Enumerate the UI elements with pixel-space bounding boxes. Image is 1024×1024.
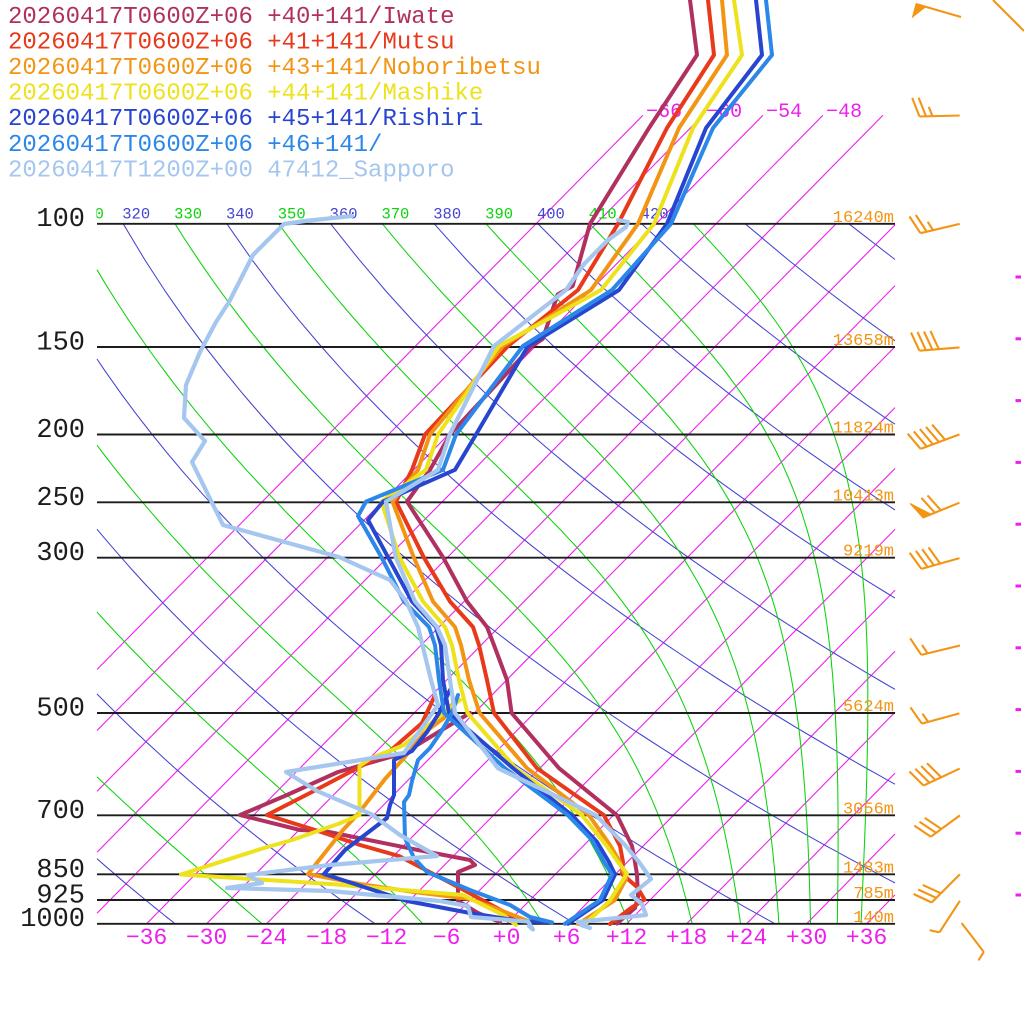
- svg-text:380: 380: [433, 206, 461, 224]
- svg-text:20260417T0600Z+06 +46+141/: 20260417T0600Z+06 +46+141/: [8, 132, 382, 159]
- svg-text:−24: −24: [246, 925, 287, 951]
- svg-text:300: 300: [36, 539, 85, 569]
- svg-text:370: 370: [381, 206, 409, 224]
- svg-text:410: 410: [589, 206, 617, 224]
- svg-text:400: 400: [537, 206, 565, 224]
- svg-text:10413m: 10413m: [833, 487, 894, 506]
- svg-text:320: 320: [122, 206, 150, 224]
- svg-text:925: 925: [36, 882, 85, 912]
- svg-text:+6: +6: [553, 925, 581, 951]
- svg-text:5624m: 5624m: [843, 698, 894, 717]
- svg-text:310: 310: [76, 206, 104, 224]
- svg-text:20260417T0600Z+06 +43+141/Nobo: 20260417T0600Z+06 +43+141/Noboribetsu: [8, 55, 541, 82]
- svg-text:200: 200: [36, 416, 85, 446]
- svg-text:850: 850: [36, 856, 85, 886]
- svg-text:20260417T0600Z+06 +40+141/Iwat: 20260417T0600Z+06 +40+141/Iwate: [8, 4, 454, 31]
- svg-text:−48: −48: [826, 101, 862, 124]
- svg-text:+18: +18: [666, 925, 707, 951]
- svg-text:3056m: 3056m: [843, 800, 894, 819]
- svg-text:−36: −36: [126, 925, 167, 951]
- svg-text:330: 330: [174, 206, 202, 224]
- svg-text:150: 150: [36, 329, 85, 359]
- svg-text:−54: −54: [766, 101, 802, 124]
- svg-text:390: 390: [485, 206, 513, 224]
- svg-text:20260417T0600Z+06 +44+141/Mash: 20260417T0600Z+06 +44+141/Mashike: [8, 81, 483, 108]
- svg-text:−6: −6: [433, 925, 461, 951]
- svg-text:1000: 1000: [20, 905, 85, 935]
- svg-text:500: 500: [36, 695, 85, 725]
- svg-text:+24: +24: [726, 925, 767, 951]
- svg-text:−18: −18: [306, 925, 347, 951]
- svg-text:16240m: 16240m: [833, 209, 894, 228]
- svg-text:20260417T0600Z+06 +45+141/Rish: 20260417T0600Z+06 +45+141/Rishiri: [8, 106, 483, 133]
- svg-text:+12: +12: [606, 925, 647, 951]
- svg-text:−30: −30: [186, 925, 227, 951]
- svg-text:−12: −12: [366, 925, 407, 951]
- svg-text:20260417T1200Z+00 47412_Sappor: 20260417T1200Z+00 47412_Sapporo: [8, 157, 454, 184]
- svg-text:+36: +36: [846, 925, 887, 951]
- svg-text:340: 340: [226, 206, 254, 224]
- svg-text:20260417T0600Z+06 +41+141/Muts: 20260417T0600Z+06 +41+141/Mutsu: [8, 30, 454, 57]
- svg-text:13658m: 13658m: [833, 332, 894, 351]
- svg-text:+30: +30: [786, 925, 827, 951]
- svg-text:100: 100: [36, 205, 85, 235]
- svg-text:+0: +0: [493, 925, 521, 951]
- svg-text:1483m: 1483m: [843, 859, 894, 878]
- svg-text:250: 250: [36, 484, 85, 514]
- svg-text:700: 700: [36, 797, 85, 827]
- svg-text:785m: 785m: [853, 885, 894, 904]
- svg-text:140m: 140m: [853, 909, 894, 928]
- svg-text:9219m: 9219m: [843, 543, 894, 562]
- svg-text:350: 350: [278, 206, 306, 224]
- svg-text:11824m: 11824m: [833, 420, 894, 439]
